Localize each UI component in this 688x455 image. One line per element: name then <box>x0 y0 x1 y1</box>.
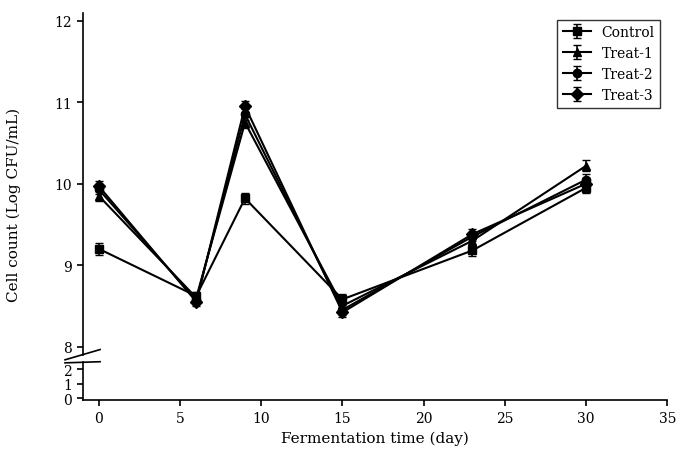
Text: Cell count (Log CFU/mL): Cell count (Log CFU/mL) <box>7 108 21 302</box>
X-axis label: Fermentation time (day): Fermentation time (day) <box>281 430 469 445</box>
Legend: Control, Treat-1, Treat-2, Treat-3: Control, Treat-1, Treat-2, Treat-3 <box>557 20 660 108</box>
